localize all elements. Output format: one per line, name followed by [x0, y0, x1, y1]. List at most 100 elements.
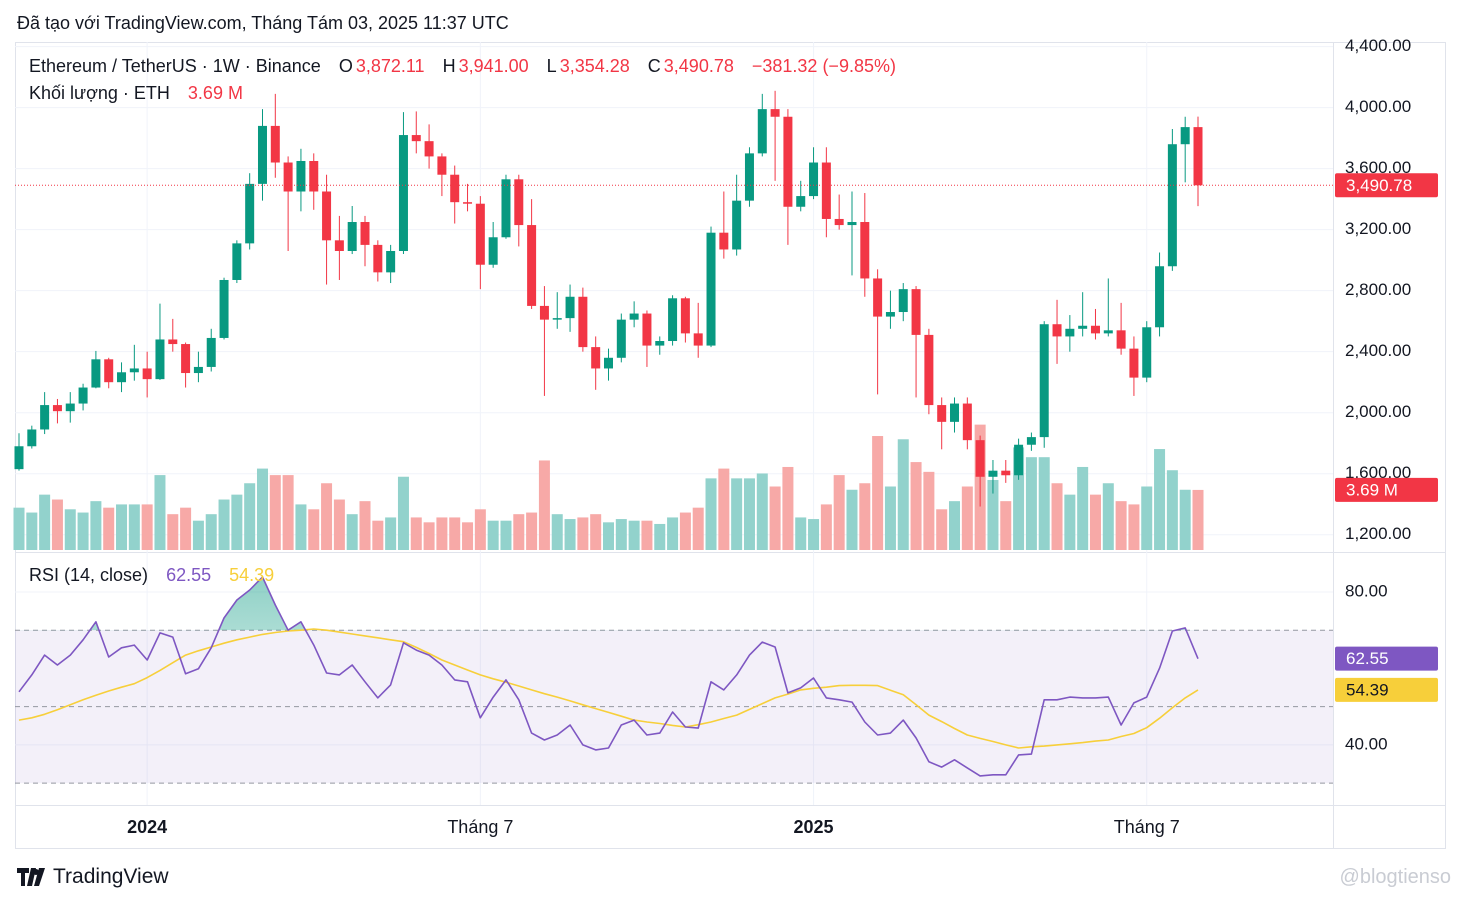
volume-bar	[500, 520, 512, 550]
volume-bar	[180, 507, 192, 550]
candle-body	[1026, 437, 1036, 445]
volume-bar	[282, 475, 294, 550]
ohlc-key: H	[442, 56, 456, 76]
candle-body	[1090, 325, 1100, 334]
candle-body	[744, 153, 754, 201]
y-tick-label: 1,200.00	[1345, 524, 1411, 543]
rsi-ma-line	[18, 628, 1199, 749]
volume-bar	[654, 523, 666, 550]
candle-body	[988, 470, 998, 477]
candle-body	[181, 344, 191, 374]
volume-bar	[551, 514, 563, 550]
volume-bar	[359, 501, 371, 550]
candle-body	[655, 341, 665, 346]
candle-body	[1103, 330, 1113, 334]
volume-bar	[141, 504, 153, 550]
volume-bar	[564, 519, 576, 550]
volume-bar	[1179, 489, 1191, 550]
volume-bar	[295, 504, 307, 550]
y-tick-label: 3,600.00	[1345, 158, 1411, 177]
volume-bar	[1102, 483, 1114, 550]
volume-bar	[1013, 447, 1025, 550]
ohlc-key: O	[338, 56, 353, 76]
volume-bar	[1154, 449, 1166, 550]
candle-body	[206, 337, 216, 367]
x-tick-label: Tháng 7	[1114, 817, 1180, 837]
volume-bar	[1166, 470, 1178, 550]
candle-body	[283, 162, 293, 192]
volume-bar	[577, 517, 589, 550]
candle-body	[527, 225, 537, 306]
tradingview-logo	[17, 868, 45, 886]
candle-body	[424, 141, 434, 157]
volume-bar	[218, 499, 230, 550]
candle-body	[757, 109, 767, 154]
volume-bar	[269, 475, 281, 550]
volume-bar	[77, 512, 89, 550]
volume-bar	[846, 489, 858, 550]
candle-body	[693, 333, 703, 346]
candle-body	[1180, 127, 1190, 145]
header-text: Đã tạo với TradingView.com, Tháng Tám 03…	[17, 13, 509, 33]
candle-body	[245, 183, 255, 244]
candle-body	[604, 357, 613, 369]
volume-bar	[795, 517, 807, 550]
volume-bar	[808, 519, 820, 550]
volume-bar	[910, 462, 922, 550]
candle-body	[463, 202, 473, 204]
candle-body	[129, 368, 139, 373]
volume-bar	[13, 507, 25, 550]
volume-bar	[718, 468, 730, 550]
candle-body	[962, 403, 972, 441]
volume-bar	[1192, 489, 1204, 550]
rsi-line	[18, 576, 1199, 777]
volume-bar	[987, 479, 999, 550]
rsi-value: 62.55	[166, 565, 212, 585]
volume-bar	[346, 514, 358, 550]
volume-bar	[743, 478, 755, 550]
volume-bar	[538, 460, 550, 550]
ohlc-value: 3,490.78	[663, 56, 734, 76]
candle-body	[501, 179, 511, 238]
volume-bar	[513, 514, 525, 550]
volume-bar	[936, 509, 948, 550]
chart-frame	[15, 42, 1446, 849]
y-tick-label: 4,400.00	[1345, 36, 1411, 55]
y-tick-label: 2,800.00	[1345, 280, 1411, 299]
volume-bar	[679, 512, 691, 550]
candle-body	[1078, 325, 1088, 329]
volume-bar	[782, 466, 794, 550]
candle-body	[142, 368, 152, 380]
candle-body	[885, 312, 895, 317]
candle-body	[783, 116, 793, 207]
candle-body	[334, 240, 344, 251]
candle-body	[232, 243, 242, 280]
volume-bar	[949, 501, 961, 550]
candle-body	[14, 446, 24, 470]
volume-bar	[692, 507, 704, 550]
last-price-tag: 3,490.78	[1346, 176, 1412, 195]
candle-body	[1065, 328, 1075, 337]
volume-bar	[128, 504, 140, 550]
volume-bar	[462, 522, 474, 550]
volume-bar	[103, 507, 115, 550]
volume-bar	[1128, 504, 1140, 550]
x-tick-label: 2025	[794, 817, 834, 837]
ohlc-value: 3,872.11	[355, 56, 425, 76]
volume-bar	[1051, 483, 1063, 550]
last-price-tag-bg	[1335, 173, 1438, 198]
rsi-ma-tag: 54.39	[1346, 680, 1389, 699]
volume-bar	[244, 483, 256, 550]
candle-body	[347, 222, 357, 251]
candle-body	[27, 429, 37, 447]
candle-body	[219, 279, 229, 338]
y-tick-label: 40.00	[1345, 734, 1388, 753]
overbought-fill	[19, 577, 1198, 631]
volume-bar	[333, 499, 345, 550]
volume-bar	[90, 501, 102, 550]
candle-body	[1155, 266, 1165, 328]
candle-body	[898, 289, 908, 313]
volume-tag: 3.69 M	[1346, 480, 1398, 499]
candle-body	[168, 339, 178, 345]
